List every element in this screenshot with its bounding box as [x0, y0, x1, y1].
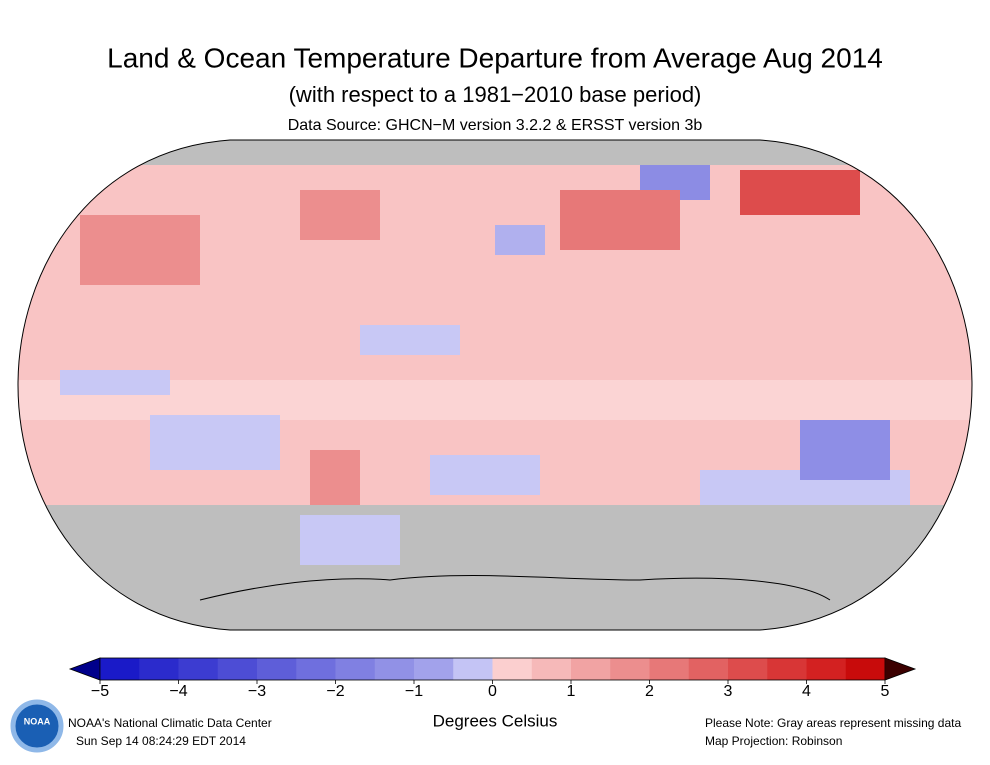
colorbar-bin: [531, 658, 572, 680]
warm-area: [80, 215, 200, 285]
tick-label: −2: [326, 683, 344, 700]
colorbar-bin: [296, 658, 336, 680]
tick-label: −5: [91, 683, 109, 700]
tick-label: 3: [724, 683, 733, 700]
tick-label: 2: [645, 683, 654, 700]
colorbar-bin: [767, 658, 807, 680]
source: Data Source: GHCN−M version 3.2.2 & ERSS…: [288, 117, 703, 134]
anomaly-band: [18, 380, 972, 420]
tick-label: −1: [405, 683, 423, 700]
cool-area: [495, 225, 545, 255]
missing-data: [18, 140, 972, 165]
cool-area: [60, 370, 170, 395]
logo: [10, 699, 64, 753]
colorbar-bin: [688, 658, 729, 680]
cool-area: [300, 515, 400, 565]
colorbar-bin: [492, 658, 533, 680]
colorbar-bin: [178, 658, 219, 680]
colorbar: −5 −4 −3 −2 −1 0 1 2 3 4 5: [68, 657, 917, 700]
colorbar-label: Degrees Celsius: [433, 711, 558, 730]
over-arrow: [884, 657, 917, 681]
map-frame: [17, 139, 973, 631]
colorbar-bin: [649, 658, 690, 680]
colorbar-bin: [217, 658, 258, 680]
coastline: [199, 575, 831, 601]
colorbar-bin: [571, 658, 611, 680]
cool-area: [150, 415, 280, 470]
date: Sun Sep 14 08:24:29 EDT 2014: [76, 734, 246, 748]
tick-label: 0: [488, 683, 497, 700]
colorbar-bin: [139, 658, 179, 680]
tick-label: 1: [567, 683, 576, 700]
center: NOAA's National Climatic Data Center: [68, 716, 272, 730]
under-arrow: [68, 657, 101, 681]
colorbar-bin: [100, 658, 140, 680]
colorbar-bin: [728, 658, 768, 680]
colorbar-bin: [453, 658, 493, 680]
tick-label: 5: [881, 683, 890, 700]
logo-text: NOAA: [24, 716, 51, 726]
colorbar-bin: [610, 658, 650, 680]
cool-area: [360, 325, 460, 355]
colorbar-bin: [845, 658, 886, 680]
warm-area: [560, 190, 680, 250]
map: [18, 140, 972, 630]
colorbar-bin: [806, 658, 847, 680]
tick-label: −3: [248, 683, 266, 700]
cool-area: [800, 420, 890, 480]
note: Please Note: Gray areas represent missin…: [705, 716, 961, 730]
warm-area: [740, 170, 860, 215]
warm-area: [300, 190, 380, 240]
warm-area: [310, 450, 360, 510]
cool-area: [430, 455, 540, 495]
colorbar-bin: [335, 658, 376, 680]
projection: Map Projection: Robinson: [705, 734, 842, 748]
colorbar-bin: [414, 658, 454, 680]
title: Land & Ocean Temperature Departure from …: [107, 42, 883, 73]
tick-label: 4: [802, 683, 811, 700]
subtitle: (with respect to a 1981−2010 base period…: [289, 82, 702, 107]
colorbar-bin: [257, 658, 297, 680]
colorbar-bin: [374, 658, 415, 680]
tick-label: −4: [169, 683, 187, 700]
missing-data: [18, 505, 972, 630]
